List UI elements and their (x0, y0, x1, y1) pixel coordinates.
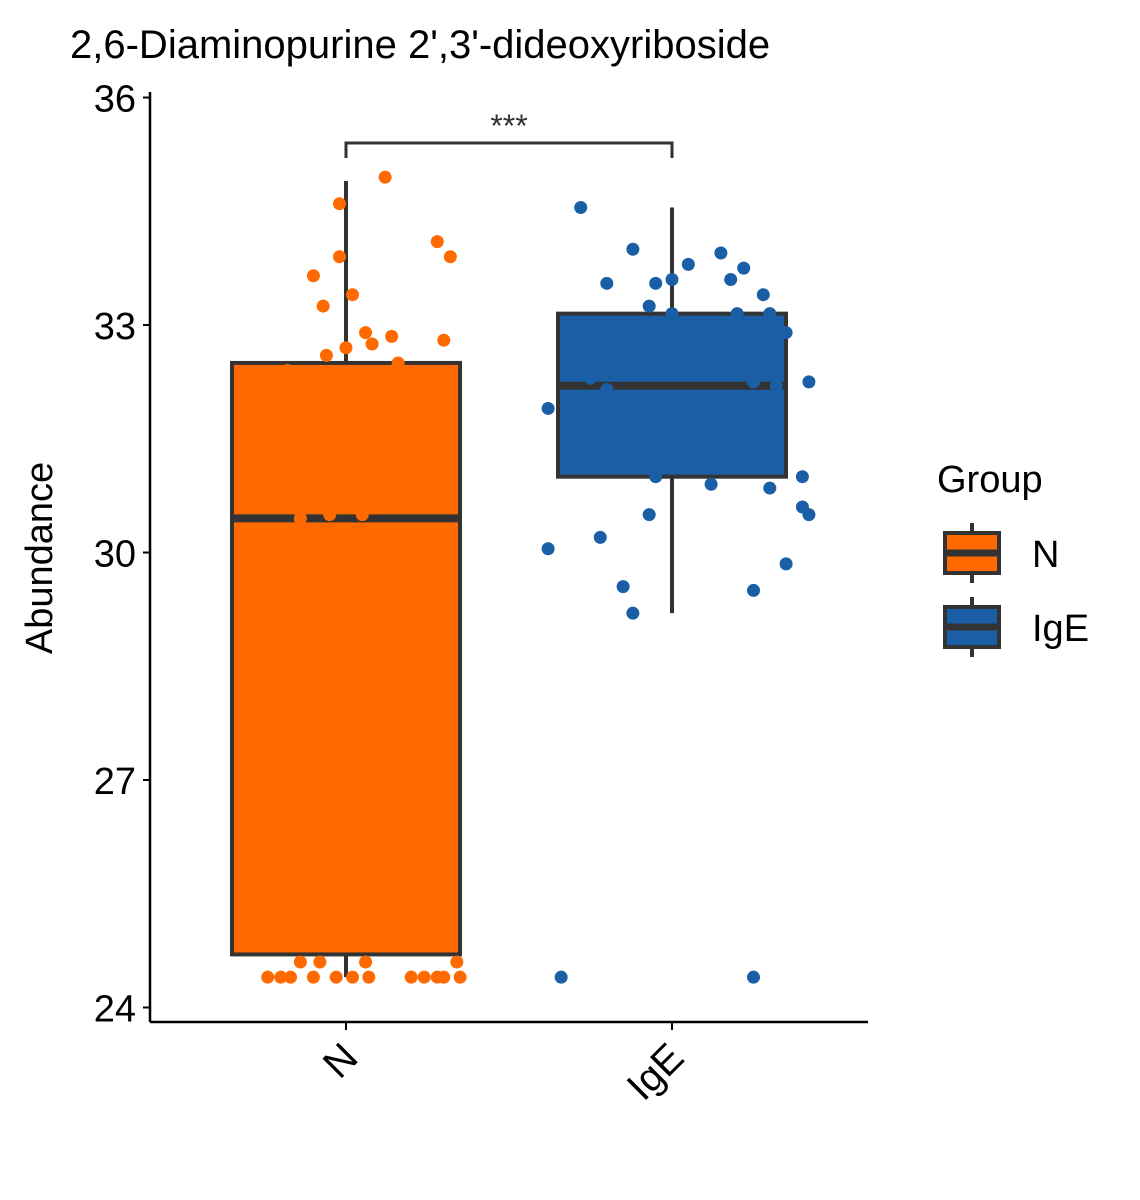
data-point (316, 299, 330, 313)
data-point (600, 382, 614, 396)
data-point (649, 470, 663, 484)
data-point (747, 970, 760, 984)
data-point (584, 371, 597, 385)
data-point (323, 508, 337, 522)
data-point (714, 246, 728, 260)
data-point (319, 348, 333, 362)
data-point (574, 200, 588, 214)
y-axis-label: Abundance (19, 462, 61, 654)
data-point (747, 583, 760, 597)
data-point (554, 970, 568, 984)
legend-item-label: IgE (1032, 608, 1089, 650)
data-point (362, 970, 376, 984)
data-point (346, 970, 360, 984)
data-point (763, 307, 777, 321)
data-point (616, 580, 630, 594)
data-point (437, 333, 451, 347)
data-point (779, 557, 793, 571)
data-point (600, 276, 614, 290)
legend-item-ige: IgE (943, 597, 1089, 657)
data-point (795, 470, 809, 484)
x-tick-label: IgE (619, 1035, 693, 1109)
series-ige (541, 200, 816, 984)
y-tick-label: 33 (94, 306, 136, 348)
data-point (430, 235, 444, 249)
data-point (450, 955, 464, 969)
data-point (404, 970, 418, 984)
box (230, 360, 462, 957)
data-point (681, 257, 695, 271)
data-point (261, 970, 275, 984)
data-point (339, 341, 353, 355)
data-point (306, 269, 320, 283)
data-point (626, 242, 640, 256)
significance-bracket (344, 141, 674, 159)
data-point (332, 250, 346, 264)
series-n (230, 170, 467, 984)
data-point (541, 542, 555, 556)
plot-area: 24 27 30 33 36 N IgE *** (94, 79, 868, 1109)
data-point (453, 970, 467, 984)
data-point (802, 508, 816, 522)
y-tick-label: 24 (94, 989, 136, 1031)
data-point (665, 273, 679, 287)
data-point (365, 337, 379, 351)
data-point (306, 970, 320, 984)
y-tick-label: 30 (94, 534, 136, 576)
box (556, 311, 788, 479)
legend: Group N IgE (937, 459, 1089, 657)
data-point (567, 318, 581, 332)
data-point (737, 261, 751, 275)
data-point (385, 329, 399, 343)
y-tick-label: 36 (94, 79, 136, 121)
chart-title: 2,6-Diaminopurine 2',3'-dideoxyriboside (70, 23, 770, 67)
data-point (769, 379, 783, 393)
data-point (649, 276, 663, 290)
data-point (329, 970, 343, 984)
data-point (359, 326, 373, 340)
data-point (293, 511, 307, 525)
legend-item-label: N (1032, 534, 1059, 576)
data-point (346, 288, 360, 302)
data-point (391, 356, 405, 370)
data-point (417, 970, 431, 984)
data-point (280, 364, 294, 378)
significance-label: *** (490, 108, 527, 144)
data-point (443, 250, 457, 264)
data-point (378, 170, 392, 184)
data-point (541, 401, 555, 415)
data-point (756, 288, 770, 302)
data-point (355, 508, 369, 522)
data-point (593, 530, 607, 544)
data-point (332, 197, 346, 211)
data-point (284, 970, 298, 984)
data-point (665, 307, 679, 321)
data-point (626, 606, 640, 620)
data-point (359, 955, 373, 969)
data-point (430, 523, 444, 537)
data-point (763, 481, 777, 495)
data-point (779, 326, 793, 340)
data-point (802, 375, 816, 389)
data-point (642, 508, 656, 522)
legend-title: Group (937, 459, 1043, 501)
data-point (704, 477, 718, 491)
data-point (437, 970, 451, 984)
y-tick-label: 27 (94, 761, 136, 803)
data-point (642, 299, 656, 313)
data-point (730, 307, 744, 321)
data-point (274, 970, 288, 984)
data-point (293, 955, 307, 969)
data-point (274, 500, 288, 514)
data-point (747, 375, 760, 389)
data-point (724, 273, 738, 287)
x-tick-label: N (315, 1035, 367, 1087)
data-point (313, 955, 327, 969)
legend-item-n: N (943, 523, 1059, 583)
